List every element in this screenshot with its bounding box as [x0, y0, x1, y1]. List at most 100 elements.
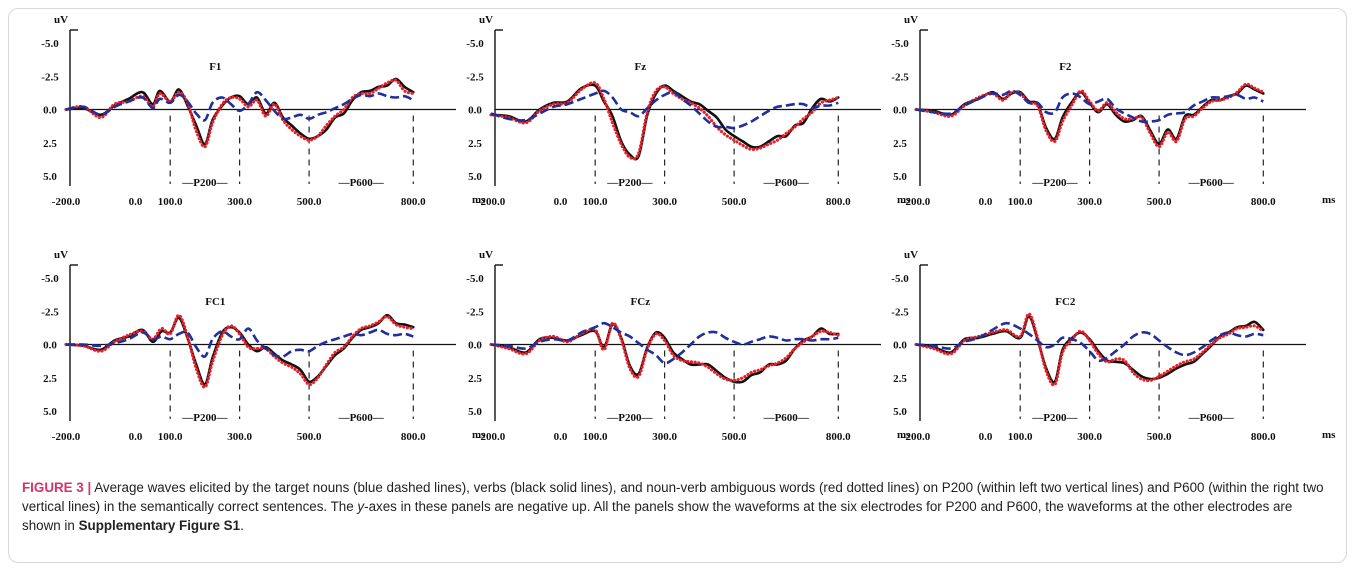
window-label: —P200—	[181, 412, 228, 424]
x-tick-label: 500.0	[1147, 196, 1172, 208]
chart-panel-fz: uV -5.0 -2.5 0.0 2.5 5.0 -200.0 0.0 100.0 300.0 50…	[466, 8, 911, 218]
x-tick-label: 100.0	[158, 431, 183, 443]
x-axis-unit-label: ms	[472, 429, 486, 441]
chart-title: Fz	[635, 61, 647, 73]
window-label: —P200—	[1031, 412, 1078, 424]
figure-label: FIGURE 3 |	[22, 480, 92, 495]
y-tick-label: -2.5	[41, 71, 59, 83]
window-label: —P600—	[763, 177, 810, 189]
series-line-noun	[65, 90, 414, 122]
x-tick-label: 300.0	[227, 196, 252, 208]
x-tick-label: -200.0	[477, 431, 506, 443]
series-line-ambiguous	[914, 82, 1265, 149]
y-tick-label: 5.0	[893, 171, 907, 183]
y-tick-label: 2.5	[43, 138, 57, 150]
series-line-noun	[490, 89, 839, 130]
chart-panel-fc1: uV -5.0 -2.5 0.0 2.5 5.0 -200.0 0.0 100.0 300.0 50…	[41, 243, 486, 453]
y-tick-label: -2.5	[41, 306, 59, 318]
x-axis-unit-label: ms	[897, 429, 911, 441]
window-label: —P600—	[338, 177, 385, 189]
x-tick-label: -200.0	[477, 196, 506, 208]
y-tick-label: -5.0	[466, 273, 484, 285]
y-tick-label: -5.0	[891, 273, 909, 285]
erp-chart-fc1: uV -5.0 -2.5 0.0 2.5 5.0 -200.0 0.0 100.0 300.0 50…	[41, 249, 486, 443]
x-tick-label: 500.0	[722, 431, 747, 443]
y-axis-label: uV	[904, 14, 918, 26]
chart-title: F1	[209, 61, 221, 73]
y-tick-label: 0.0	[468, 105, 482, 117]
y-axis-label: uV	[54, 249, 68, 261]
x-tick-label: 300.0	[1077, 431, 1102, 443]
x-tick-label: 0.0	[129, 196, 143, 208]
x-tick-label: 300.0	[652, 196, 677, 208]
y-tick-label: 2.5	[468, 373, 482, 385]
x-tick-label: 500.0	[297, 196, 322, 208]
x-tick-label: 100.0	[583, 196, 608, 208]
y-tick-label: 5.0	[468, 171, 482, 183]
series-line-ambiguous	[64, 78, 415, 149]
y-tick-label: 0.0	[43, 105, 57, 117]
y-tick-label: -2.5	[466, 71, 484, 83]
y-tick-label: 5.0	[468, 406, 482, 418]
chart-panel-f1: uV -5.0 -2.5 0.0 2.5 5.0 -200.0 0.0 100.0 300.0 50…	[41, 8, 486, 218]
x-tick-label: 500.0	[722, 196, 747, 208]
erp-chart-fcz: uV -5.0 -2.5 0.0 2.5 5.0 -200.0 0.0 100.0 300.0 50…	[466, 249, 911, 443]
x-tick-label: 800.0	[401, 196, 426, 208]
series-line-noun	[915, 89, 1264, 124]
x-tick-label: 0.0	[979, 431, 993, 443]
chart-title: FC2	[1055, 296, 1076, 308]
caption-supplementary-ref[interactable]: Supplementary Figure S1	[78, 518, 241, 533]
x-tick-label: -200.0	[52, 196, 81, 208]
figure-caption: FIGURE 3 | Average waves elicited by the…	[22, 478, 1332, 535]
x-tick-label: 300.0	[652, 431, 677, 443]
y-axis-label: uV	[904, 249, 918, 261]
chart-title: FCz	[631, 296, 651, 308]
window-label: —P600—	[338, 412, 385, 424]
x-tick-label: 100.0	[1008, 431, 1033, 443]
y-tick-label: -2.5	[891, 306, 909, 318]
x-tick-label: 100.0	[158, 196, 183, 208]
y-tick-label: 0.0	[468, 340, 482, 352]
caption-text-2: -axes in these panels are negative up. A…	[22, 499, 1293, 533]
series-line-verb	[914, 84, 1265, 146]
series-line-noun	[915, 321, 1264, 363]
x-tick-label: 500.0	[297, 431, 322, 443]
erp-chart-f1: uV -5.0 -2.5 0.0 2.5 5.0 -200.0 0.0 100.0 300.0 50…	[41, 14, 486, 208]
y-tick-label: 0.0	[43, 340, 57, 352]
x-tick-label: 800.0	[1251, 431, 1276, 443]
y-tick-label: 2.5	[468, 138, 482, 150]
x-tick-label: 0.0	[554, 431, 568, 443]
x-axis-unit-label: ms	[1322, 194, 1336, 206]
y-tick-label: 2.5	[43, 373, 57, 385]
caption-italic-y: y	[357, 499, 365, 514]
x-tick-label: 800.0	[826, 196, 851, 208]
window-label: —P600—	[1188, 177, 1235, 189]
x-tick-label: 0.0	[979, 196, 993, 208]
y-axis-label: uV	[54, 14, 68, 26]
window-label: —P600—	[1188, 412, 1235, 424]
x-tick-label: 500.0	[1147, 431, 1172, 443]
series-line-verb	[64, 313, 415, 386]
window-label: —P200—	[181, 177, 228, 189]
caption-text-1: Average waves elicited by the target nou…	[22, 480, 1324, 514]
y-tick-label: 5.0	[893, 406, 907, 418]
erp-chart-fc2: uV -5.0 -2.5 0.0 2.5 5.0 -200.0 0.0 100.0 300.0 50…	[891, 249, 1336, 443]
x-tick-label: 300.0	[227, 431, 252, 443]
x-axis-unit-label: ms	[897, 194, 911, 206]
chart-panel-f2: uV -5.0 -2.5 0.0 2.5 5.0 -200.0 0.0 100.0 300.0 50…	[891, 8, 1336, 218]
erp-chart-fz: uV -5.0 -2.5 0.0 2.5 5.0 -200.0 0.0 100.0 300.0 50…	[466, 14, 911, 208]
x-tick-label: 800.0	[1251, 196, 1276, 208]
window-label: —P600—	[763, 412, 810, 424]
y-axis-label: uV	[479, 14, 493, 26]
x-tick-label: 300.0	[1077, 196, 1102, 208]
chart-title: FC1	[205, 296, 225, 308]
y-tick-label: -5.0	[891, 38, 909, 50]
erp-chart-f2: uV -5.0 -2.5 0.0 2.5 5.0 -200.0 0.0 100.0 300.0 50…	[891, 14, 1336, 208]
x-axis-unit-label: ms	[1322, 429, 1336, 441]
window-label: —P200—	[1031, 177, 1078, 189]
y-tick-label: -2.5	[466, 306, 484, 318]
y-tick-label: 5.0	[43, 406, 57, 418]
x-tick-label: 100.0	[1008, 196, 1033, 208]
figure-frame	[8, 8, 1347, 563]
x-tick-label: -200.0	[52, 431, 81, 443]
